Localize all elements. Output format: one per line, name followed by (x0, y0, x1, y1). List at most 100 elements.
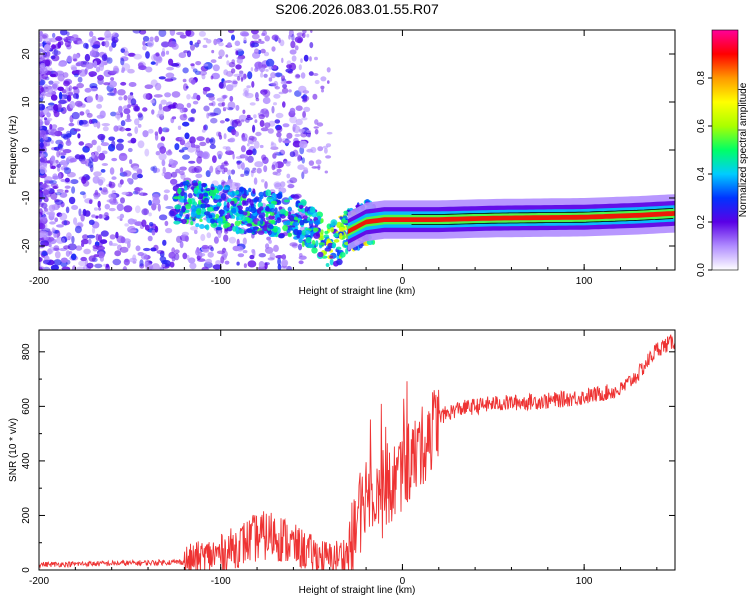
noise-blob (289, 242, 298, 247)
snr-plot (39, 334, 675, 570)
noise-blob (236, 120, 242, 127)
ridge-blob (247, 217, 251, 223)
snr-ylabel: SNR (10 * v/v) (8, 418, 19, 482)
noise-blob (302, 32, 306, 39)
noise-blob (131, 172, 139, 180)
noise-blob (246, 149, 253, 156)
noise-blob (168, 251, 176, 259)
noise-blob (239, 31, 249, 37)
noise-blob (206, 112, 210, 119)
ridge-blob (268, 215, 275, 220)
noise-blob (143, 247, 151, 252)
ridge-blob (279, 208, 287, 215)
ridge-blob (299, 219, 305, 226)
noise-blob (64, 40, 71, 48)
noise-blob (106, 57, 113, 64)
ridge-blob (196, 208, 202, 216)
noise-blob (58, 151, 62, 156)
noise-blob (55, 192, 62, 196)
noise-blob (52, 50, 61, 56)
noise-blob (51, 165, 56, 170)
noise-blob (159, 266, 164, 270)
noise-blob (314, 79, 320, 85)
noise-blob (312, 93, 318, 100)
noise-blob (50, 191, 58, 200)
noise-blob (91, 152, 95, 159)
noise-blob (84, 210, 91, 217)
noise-blob (234, 40, 241, 47)
ridge-blob (227, 191, 233, 196)
noise-blob (100, 239, 108, 245)
noise-blob (209, 138, 214, 143)
noise-blob (137, 173, 143, 179)
noise-blob (71, 235, 75, 244)
noise-blob (96, 121, 101, 129)
noise-blob (188, 257, 196, 264)
noise-blob (270, 82, 276, 86)
noise-blob (102, 150, 108, 155)
noise-blob (64, 189, 69, 193)
noise-blob (298, 64, 302, 71)
noise-blob (190, 108, 197, 114)
noise-blob (97, 37, 105, 41)
noise-blob (223, 234, 229, 242)
noise-blob (142, 35, 150, 42)
noise-blob (315, 159, 322, 165)
ridge-blob (311, 247, 318, 254)
noise-blob (161, 263, 166, 267)
ridge-blob (184, 185, 188, 191)
ridge-blob (290, 194, 296, 199)
noise-blob (42, 214, 48, 222)
noise-blob (308, 160, 315, 166)
noise-blob (218, 131, 222, 137)
ridge-blob (301, 240, 305, 248)
noise-blob (178, 149, 185, 153)
noise-blob (247, 155, 254, 163)
noise-blob (309, 56, 312, 62)
noise-blob (67, 243, 77, 251)
noise-blob (215, 167, 218, 173)
noise-blob (326, 131, 333, 135)
noise-blob (100, 142, 109, 147)
noise-blob (237, 253, 245, 258)
noise-blob (85, 175, 91, 180)
noise-blob (314, 56, 318, 61)
noise-blob (263, 165, 268, 173)
ridge-blob (218, 220, 222, 226)
noise-blob (154, 82, 162, 91)
noise-blob (39, 230, 49, 238)
noise-blob (60, 159, 67, 166)
noise-blob (47, 248, 52, 255)
ridge-blob (241, 200, 246, 206)
ridge-blob (190, 221, 194, 226)
noise-blob (39, 31, 44, 37)
ridge-blob (317, 251, 324, 258)
noise-blob (198, 252, 206, 257)
noise-blob (80, 214, 85, 222)
noise-blob (167, 104, 177, 109)
noise-blob (324, 147, 328, 154)
noise-blob (76, 266, 86, 270)
noise-blob (71, 34, 79, 39)
noise-blob (116, 216, 123, 220)
noise-blob (118, 96, 123, 101)
noise-blob (317, 164, 321, 171)
ridge-blob (301, 229, 307, 236)
noise-blob (306, 33, 310, 38)
noise-blob (230, 68, 236, 74)
noise-blob (111, 140, 116, 148)
noise-blob (226, 169, 232, 176)
ridge-blob (217, 184, 223, 192)
ridge-blob (185, 203, 192, 210)
noise-blob (186, 102, 192, 108)
noise-blob (195, 173, 203, 179)
ridge-blob (282, 224, 288, 232)
noise-blob (225, 80, 233, 83)
noise-blob (262, 89, 271, 98)
noise-blob (65, 206, 70, 214)
noise-blob (309, 42, 314, 49)
noise-blob (182, 67, 189, 74)
ridge-blob (205, 188, 211, 192)
noise-blob (276, 131, 282, 138)
